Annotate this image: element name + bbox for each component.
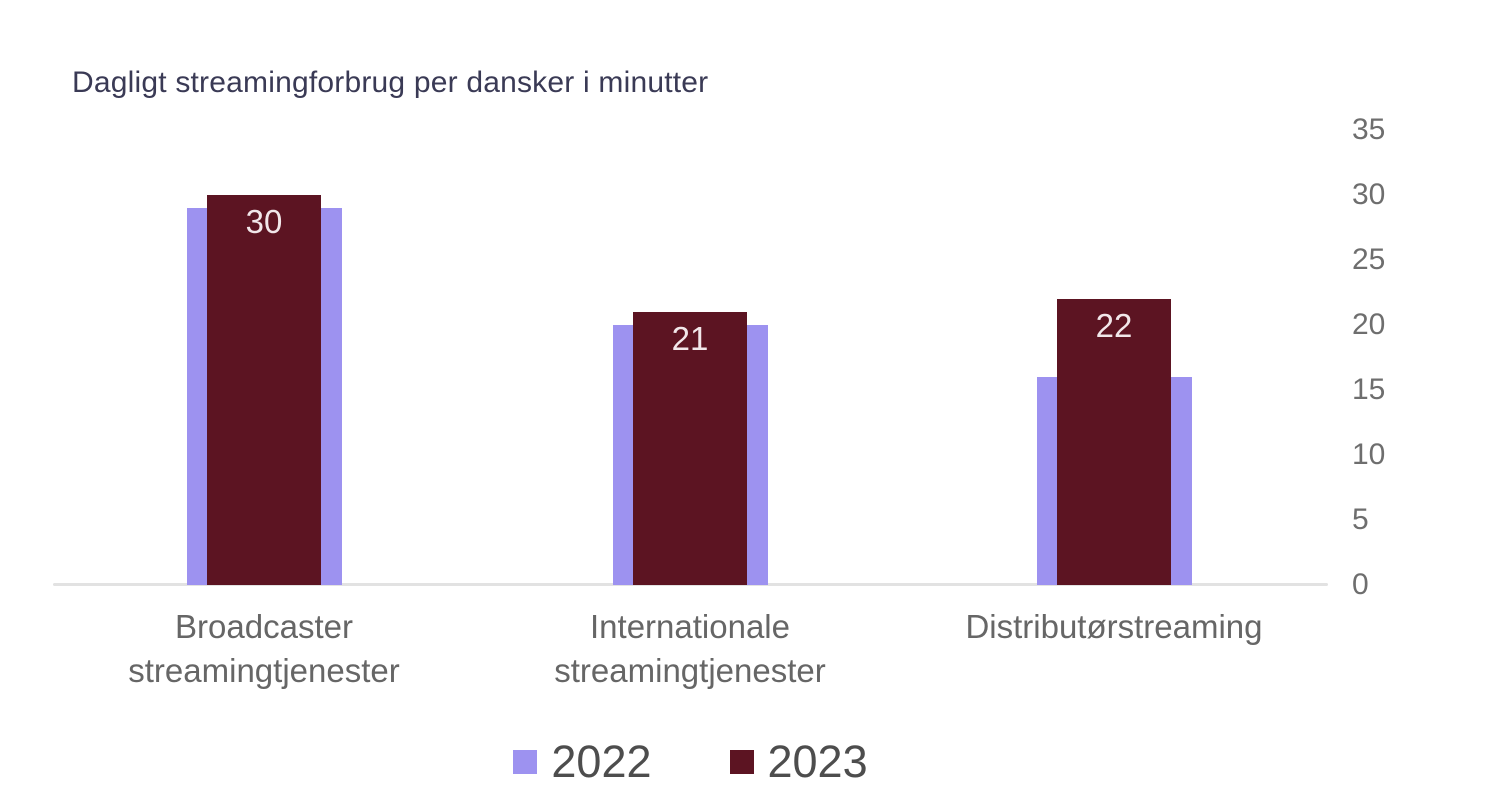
category-label-broadcaster-streamingtjenester: Broadcaster streamingtjenester [128,608,400,689]
y-axis-tick-label: 15 [1352,373,1386,406]
bar-2023-internationale-streamingtjenester: 21 [633,312,747,585]
y-axis-tick-label: 25 [1352,243,1386,276]
legend-item-2023: 2023 [729,736,868,788]
y-axis-tick-label: 35 [1352,113,1386,146]
bar-2023-distributorstreaming: 22 [1057,299,1171,585]
y-axis-tick-label: 10 [1352,438,1386,471]
chart-title: Dagligt streamingforbrug per dansker i m… [72,66,709,99]
legend: 2022 2023 [53,736,1328,788]
legend-swatch-icon [729,750,754,774]
y-axis-tick-label: 30 [1352,178,1386,211]
legend-swatch-icon [513,750,538,774]
bar-2023-broadcaster-streamingtjenester: 30 [207,195,321,585]
y-axis-tick-label: 0 [1352,568,1369,601]
bar-data-label: 21 [671,320,709,357]
category-label-internationale-streamingtjenester: Internationale streamingtjenester [554,608,826,689]
bar-data-label: 22 [1095,307,1133,344]
legend-item-2022: 2022 [513,736,652,788]
legend-label: 2022 [551,736,652,787]
bar-data-label: 30 [245,203,283,240]
legend-label: 2023 [767,736,868,787]
y-axis-tick-label: 5 [1352,503,1369,536]
category-label-distributorstreaming: Distributørstreaming [965,608,1263,645]
y-axis-tick-label: 20 [1352,308,1386,341]
